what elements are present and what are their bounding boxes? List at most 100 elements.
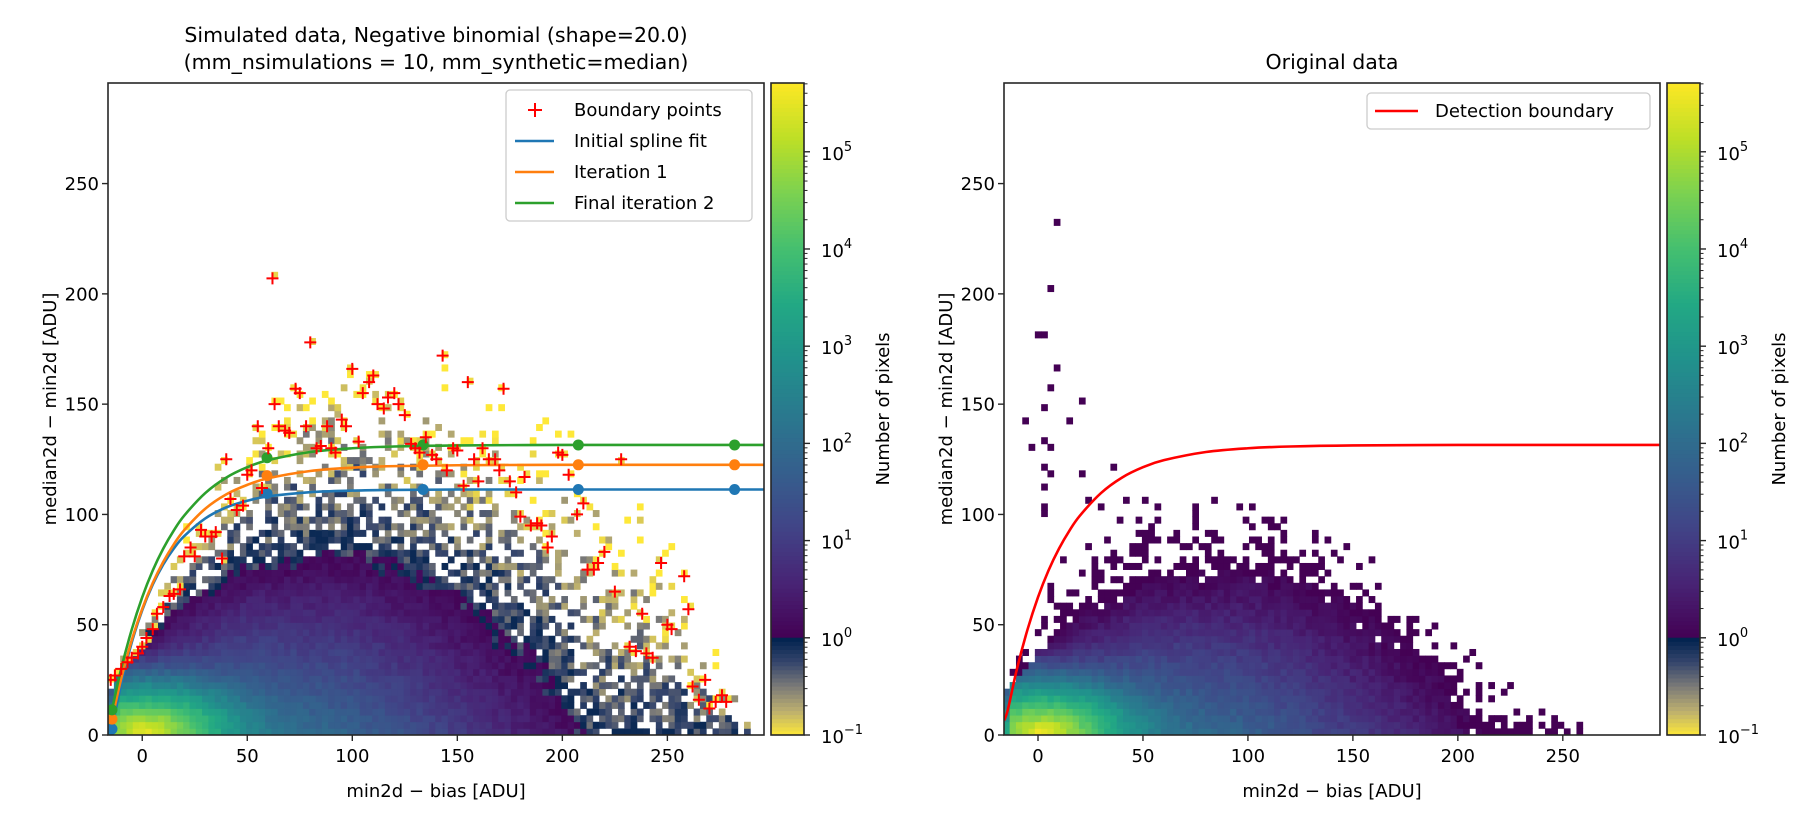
heatmap-cell	[1280, 629, 1288, 637]
heatmap-cell	[1406, 629, 1414, 637]
colorbar-segment	[1667, 519, 1700, 524]
heatmap-cell	[447, 682, 455, 690]
heatmap-cell	[1261, 635, 1269, 643]
heatmap-cell	[410, 662, 417, 670]
boundary-point-marker	[209, 526, 222, 539]
heatmap-cell	[1116, 615, 1124, 623]
heatmap-cell	[1034, 695, 1042, 703]
heatmap-cell	[277, 688, 285, 696]
heatmap-cell	[1274, 576, 1281, 584]
heatmap-cell	[643, 642, 650, 650]
colorbar-segment	[1667, 592, 1700, 597]
heatmap-cell	[214, 602, 222, 610]
heatmap-cell	[441, 708, 449, 716]
heatmap-cell	[334, 589, 342, 597]
heatmap-cell	[202, 648, 209, 656]
heatmap-cell	[1450, 728, 1458, 735]
heatmap-cell	[1179, 622, 1187, 630]
heatmap-cell	[1179, 642, 1187, 650]
boundary-point-marker	[346, 362, 359, 375]
heatmap-cell	[1261, 576, 1269, 584]
colorbar-segment	[771, 237, 804, 243]
heatmap-cell	[1223, 556, 1231, 564]
heatmap-cell	[1198, 635, 1206, 643]
heatmap-cell	[1324, 675, 1332, 683]
heatmap-cell	[422, 582, 430, 590]
heatmap-cell	[1412, 682, 1420, 690]
heatmap-cell	[328, 404, 335, 412]
heatmap-cell	[1236, 715, 1244, 723]
heatmap-cell	[108, 688, 115, 696]
heatmap-cell	[1167, 569, 1174, 577]
boundary-point-marker	[146, 623, 159, 636]
heatmap-cell	[586, 728, 594, 735]
heatmap-cell	[246, 675, 253, 683]
heatmap-cell	[139, 721, 146, 729]
heatmap-cell	[1381, 728, 1388, 735]
heatmap-cell	[454, 708, 461, 716]
heatmap-cell	[485, 589, 493, 597]
heatmap-cell	[1324, 695, 1332, 703]
heatmap-cell	[1248, 596, 1256, 604]
heatmap-cell	[403, 688, 411, 696]
heatmap-cell	[498, 668, 505, 676]
heatmap-cell	[611, 596, 619, 604]
heatmap-cell	[410, 721, 417, 729]
heatmap-cell	[1204, 701, 1212, 709]
heatmap-cell	[542, 470, 550, 478]
heatmap-cell	[630, 688, 638, 696]
heatmap-cell	[1293, 695, 1300, 703]
heatmap-cell	[403, 728, 411, 735]
heatmap-cell	[428, 576, 436, 584]
heatmap-cell	[592, 695, 600, 703]
heatmap-cell	[1261, 662, 1269, 670]
heatmap-cell	[1274, 662, 1281, 670]
heatmap-cell	[1204, 715, 1212, 723]
heatmap-cell	[1186, 675, 1193, 683]
heatmap-cell	[1129, 675, 1137, 683]
heatmap-cell	[1104, 721, 1111, 729]
heatmap-cell	[284, 675, 291, 683]
heatmap-cell	[378, 596, 386, 604]
heatmap-cell	[1167, 596, 1174, 604]
heatmap-cell	[1293, 655, 1300, 663]
heatmap-cell	[1242, 562, 1250, 570]
heatmap-cell	[1236, 596, 1244, 604]
heatmap-cell	[1230, 675, 1237, 683]
heatmap-cell	[485, 701, 493, 709]
heatmap-cell	[1047, 285, 1055, 293]
heatmap-cell	[466, 556, 474, 564]
heatmap-cell	[410, 582, 417, 590]
heatmap-cell	[239, 622, 247, 630]
heatmap-cell	[321, 596, 329, 604]
heatmap-cell	[567, 701, 575, 709]
heatmap-cell	[120, 701, 127, 709]
colorbar-segment	[1667, 641, 1700, 646]
heatmap-cell	[1393, 662, 1401, 670]
heatmap-cell	[347, 589, 354, 597]
heatmap-cell	[277, 450, 285, 458]
heatmap-cell	[504, 576, 512, 584]
heatmap-cell	[1544, 728, 1552, 735]
heatmap-cell	[1444, 708, 1451, 716]
heatmap-cell	[636, 708, 644, 716]
heatmap-cell	[573, 576, 581, 584]
heatmap-cell	[1324, 629, 1332, 637]
heatmap-cell	[1400, 688, 1407, 696]
heatmap-cell	[1299, 728, 1307, 735]
heatmap-cell	[555, 655, 562, 663]
heatmap-cell	[1261, 589, 1269, 597]
heatmap-cell	[296, 516, 304, 524]
heatmap-cell	[1154, 556, 1162, 564]
heatmap-cell	[397, 569, 405, 577]
heatmap-cell	[1286, 635, 1294, 643]
colorbar-segment	[771, 466, 804, 471]
heatmap-cell	[1343, 701, 1351, 709]
colorbar-segment	[1667, 457, 1700, 463]
heatmap-cell	[195, 721, 203, 729]
heatmap-cell	[1204, 622, 1212, 630]
heatmap-cell	[618, 695, 625, 703]
heatmap-cell	[1374, 668, 1382, 676]
heatmap-cell	[1072, 635, 1080, 643]
colorbar-segment	[771, 347, 804, 353]
